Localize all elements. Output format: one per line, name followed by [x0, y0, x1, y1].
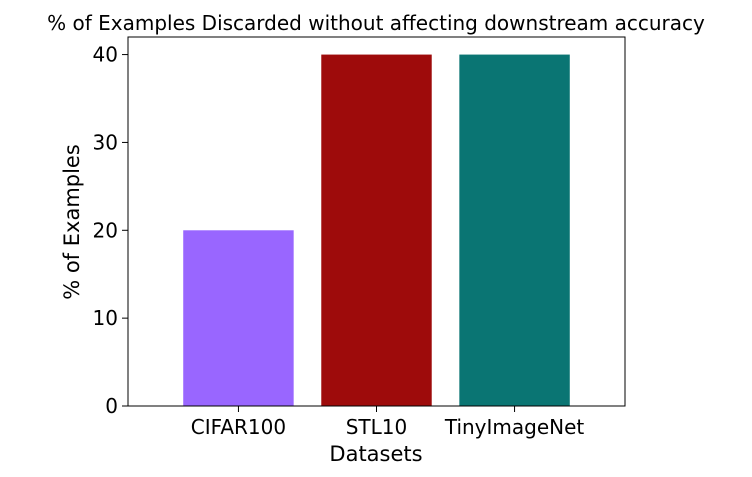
- bar-stl10: [321, 54, 432, 406]
- chart-title: % of Examples Discarded without affectin…: [47, 11, 705, 35]
- y-tick-label: 0: [105, 394, 118, 418]
- bars-group: [183, 54, 570, 406]
- x-tick-label: STL10: [346, 415, 408, 439]
- x-tick-label: TinyImageNet: [444, 415, 585, 439]
- y-axis-label: % of Examples: [60, 144, 84, 300]
- x-tick-label: CIFAR100: [191, 415, 286, 439]
- y-axis-ticks: 0 10 20 30 40: [93, 43, 128, 418]
- bar-cifar100: [183, 230, 294, 406]
- y-tick-label: 20: [93, 218, 118, 242]
- x-axis-label: Datasets: [329, 442, 422, 466]
- bar-tinyimagenet: [459, 54, 570, 406]
- y-tick-label: 40: [93, 43, 118, 67]
- y-tick-label: 10: [93, 306, 118, 330]
- y-tick-label: 30: [93, 130, 118, 154]
- x-axis-ticks: CIFAR100 STL10 TinyImageNet: [191, 406, 585, 439]
